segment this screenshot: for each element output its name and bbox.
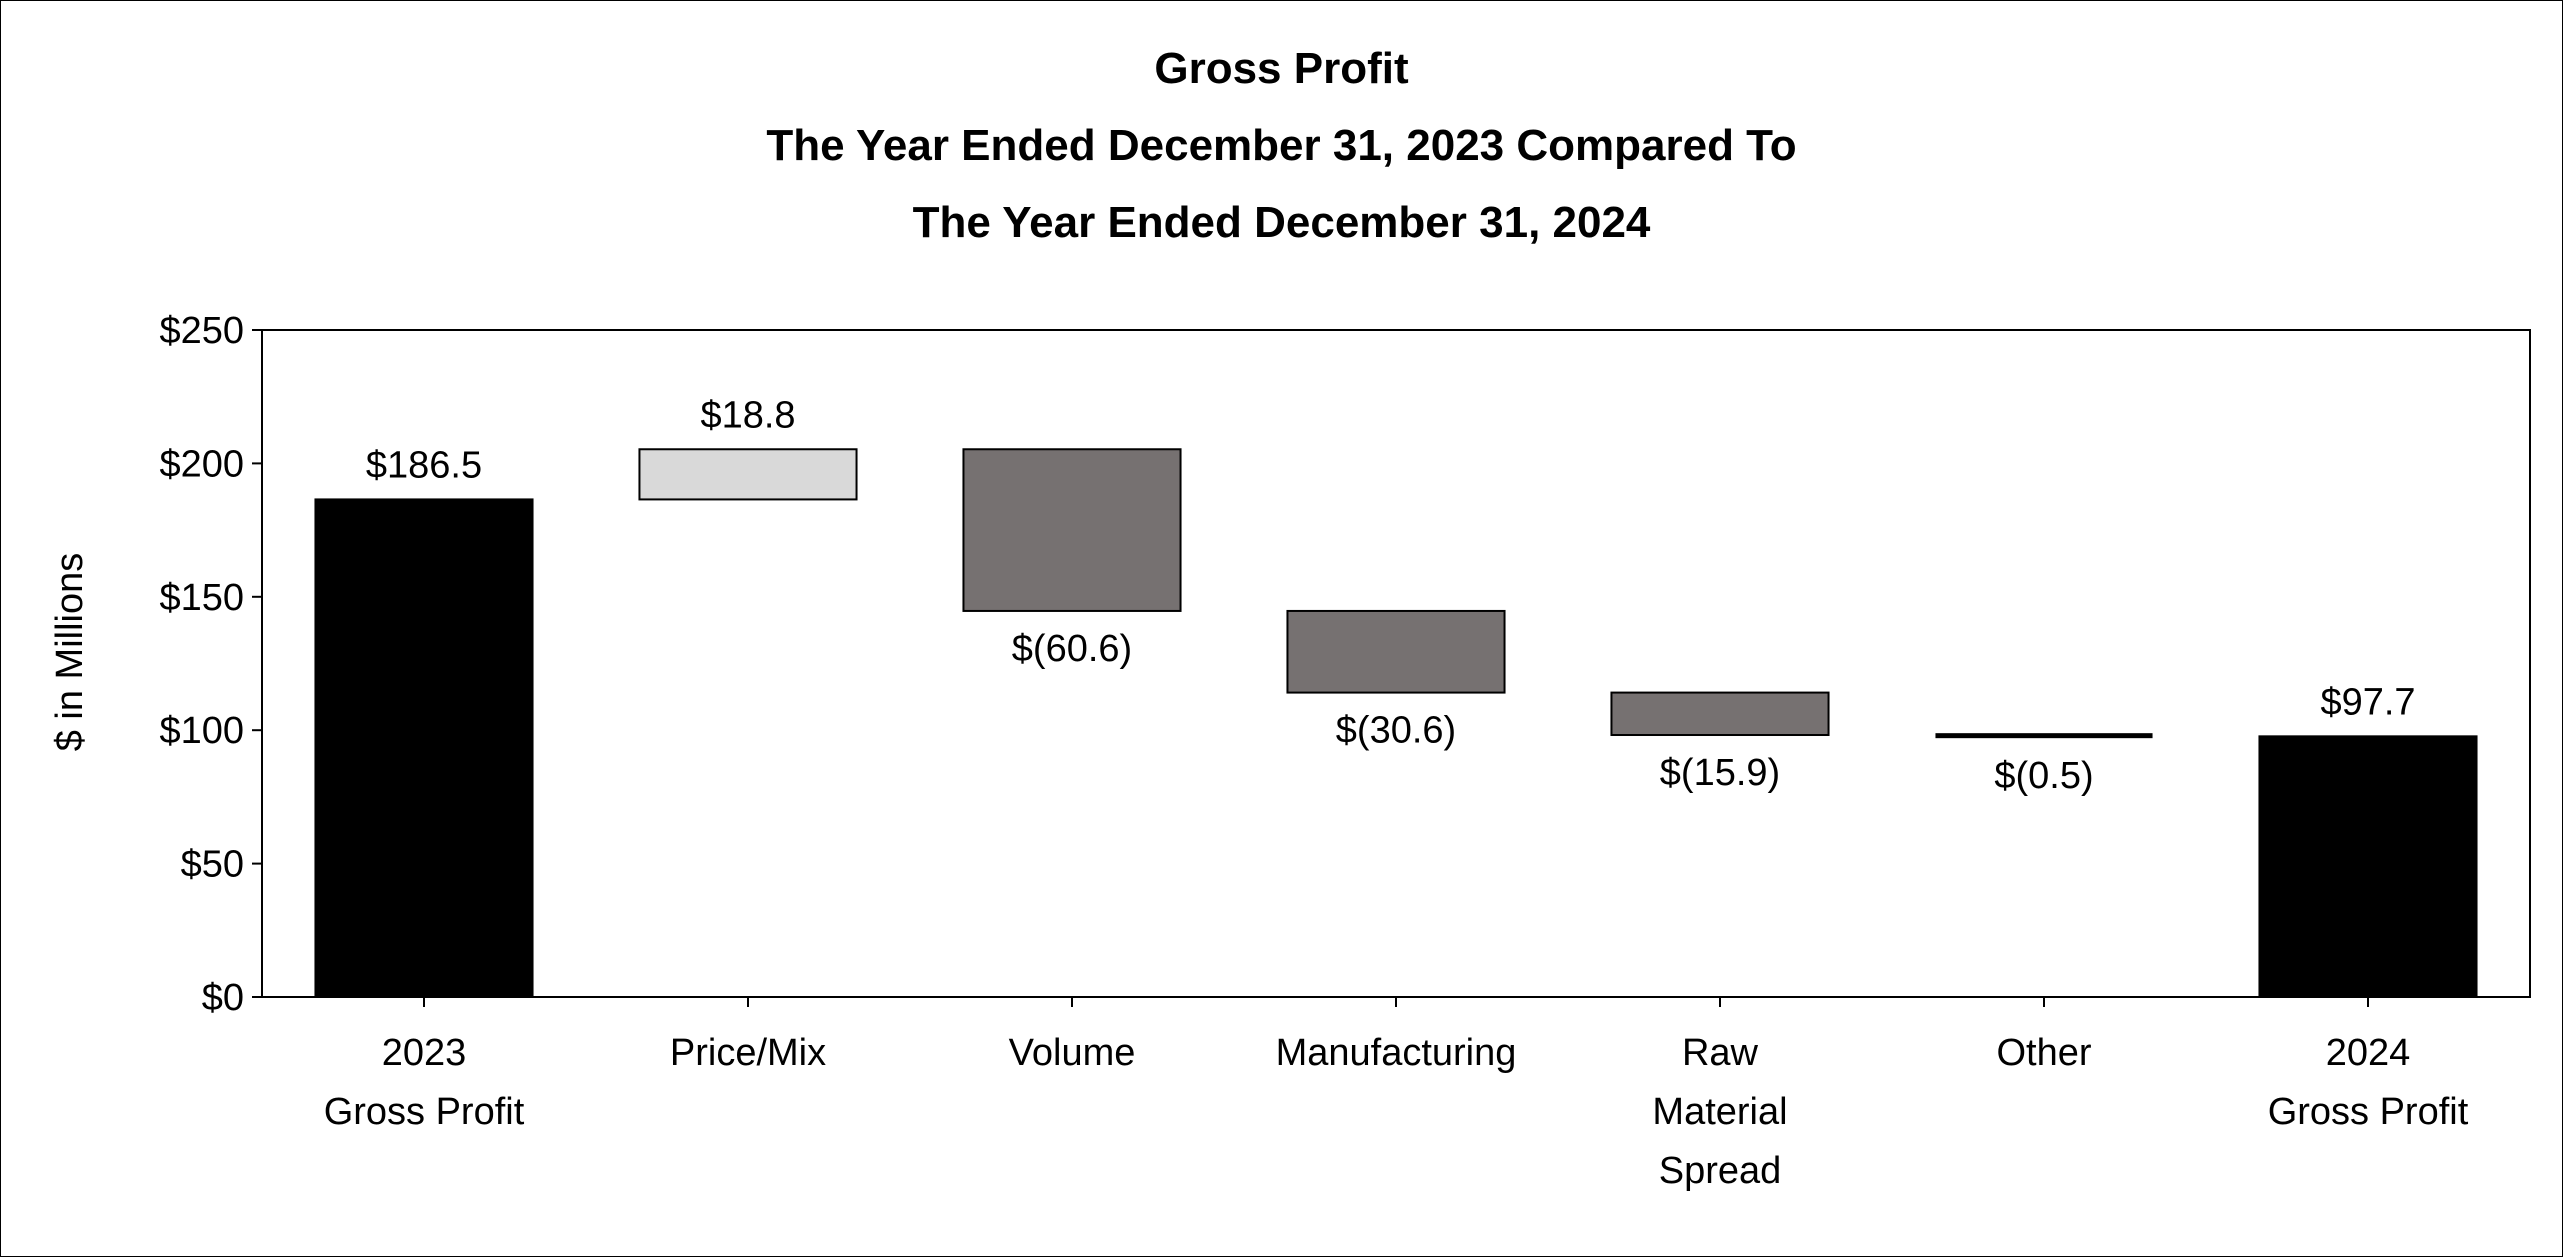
category-label-6-line-0: 2024 [2326,1032,2411,1074]
data-label-5: $(0.5) [1994,755,2093,797]
bar-2 [962,448,1182,612]
y-tick-label-2: $100 [159,710,244,752]
category-label-0-line-0: 2023 [382,1032,467,1074]
data-label-6: $97.7 [2320,681,2415,723]
bar-5 [1935,733,2153,739]
y-axis-label: $ in Millions [49,553,91,752]
category-label-4-line-2: Spread [1659,1150,1782,1192]
y-tick-label-0: $0 [202,977,244,1019]
category-label-4-line-0: Raw [1682,1032,1759,1074]
bar-3 [1286,609,1506,694]
category-label-3-line-0: Manufacturing [1276,1032,1517,1074]
category-label-5-line-0: Other [1996,1032,2091,1074]
y-tick-label-1: $50 [181,844,244,886]
chart-title: Gross Profit [1154,44,1409,93]
y-tick-label-5: $250 [159,310,244,352]
chart-subtitle-line-2: The Year Ended December 31, 2024 [912,198,1651,247]
y-tick-label-4: $200 [159,443,244,485]
category-label-2-line-0: Volume [1009,1032,1136,1074]
data-label-3: $(30.6) [1336,710,1456,752]
category-label-4-line-1: Material [1652,1091,1787,1133]
category-label-1-line-0: Price/Mix [670,1032,826,1074]
data-label-2: $(60.6) [1012,628,1132,670]
data-label-0: $186.5 [366,444,482,486]
bar-1 [638,448,858,501]
data-label-1: $18.8 [700,394,795,436]
bar-4 [1610,691,1830,737]
bar-6 [2258,735,2478,999]
y-tick-label-3: $150 [159,577,244,619]
chart-subtitle-line-1: The Year Ended December 31, 2023 Compare… [766,121,1797,170]
data-label-4: $(15.9) [1660,752,1780,794]
chart-titles: Gross Profit The Year Ended December 31,… [0,30,2563,261]
category-label-6-line-1: Gross Profit [2268,1091,2469,1133]
category-label-0-line-1: Gross Profit [324,1091,525,1133]
bar-0 [314,498,534,998]
